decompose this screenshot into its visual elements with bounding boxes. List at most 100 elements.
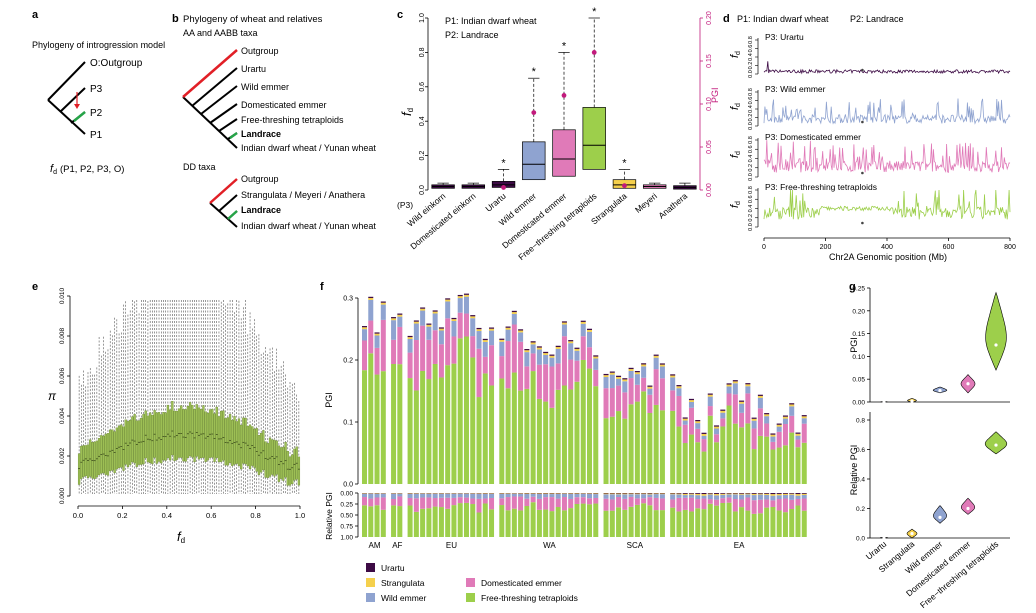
f-bar-ft [634, 401, 640, 484]
d-track-tick-label: 0.0 [748, 223, 754, 231]
f-bar-dom [518, 341, 524, 391]
f-bar-strangulata-rel [574, 493, 580, 495]
f-bar-wild [789, 406, 795, 416]
panel-f-letter: f [320, 281, 324, 293]
f-bar-strangulata [438, 328, 444, 331]
f-bar-dom-rel [420, 497, 426, 509]
f-bar-wild-rel [524, 494, 530, 499]
f-bar-strangulata [391, 318, 397, 321]
f-bar-wild [795, 435, 801, 440]
f-bar-dom [751, 428, 757, 450]
e-box [215, 406, 218, 458]
f-bar-dom [676, 395, 682, 427]
f-bar-dom-rel [499, 498, 505, 506]
f-bar-ft-rel [549, 511, 555, 537]
panel-b-letter: b [172, 13, 179, 25]
f-bar-ft [603, 418, 609, 484]
f-bar-wild-rel [561, 493, 567, 498]
f-bar-wild [801, 418, 807, 424]
e-box [291, 454, 294, 484]
f-bar-ft-rel [682, 509, 688, 537]
f-bar-dom-rel [659, 498, 665, 511]
f-bar-strangulata [587, 329, 593, 332]
f-bar-wild-rel [757, 494, 763, 500]
panel-b-aa-outgroup [182, 49, 238, 98]
f-bar-wild [457, 298, 463, 313]
f-bar-ft [789, 432, 795, 484]
panel-b-aa-title: AA and AABB taxa [183, 28, 258, 38]
f-bar-dom-rel [695, 499, 701, 509]
f-bar-urartu-rel [801, 493, 807, 494]
f-bar-wild [438, 330, 444, 345]
d-track-tick-label: 0.8 [748, 186, 754, 194]
f-group-label: EU [446, 541, 457, 550]
f-bar-urartu [397, 313, 403, 315]
f-bar-dom [764, 423, 770, 437]
f-bar-ft-rel [407, 505, 413, 537]
f-bar-ft [511, 372, 517, 484]
f-bar-dom [603, 388, 609, 419]
f-bar-ft-rel [463, 502, 469, 537]
f-bar-strangulata [413, 321, 419, 324]
d-track-tick-label: 0.2 [748, 114, 754, 122]
f-bar-urartu-rel [782, 493, 788, 494]
e-box [155, 412, 158, 464]
f-bar-wild [445, 301, 451, 319]
d-centromere-dot [861, 68, 864, 72]
f-bar-ft [420, 370, 426, 484]
f-bar-strangulata [380, 302, 386, 305]
d-track-tick-label: 0.8 [748, 136, 754, 144]
d-x-tick-label: 200 [820, 244, 832, 251]
g-violin-pgi [985, 291, 1007, 371]
panel-b-dd-leaf-2: Landrace [241, 205, 281, 215]
f-bar-wild [505, 329, 511, 342]
panel-b-aa-leaf-1: Urartu [241, 64, 266, 74]
f-bar-strangulata-rel [634, 493, 640, 495]
f-bar-urartu [603, 373, 609, 376]
e-box [106, 433, 110, 476]
f-bar-urartu-rel [757, 493, 763, 494]
d-x-tick-label: 600 [943, 244, 955, 251]
d-track-line [763, 140, 1011, 174]
e-box [253, 428, 256, 468]
f-bar-wild-rel [451, 493, 457, 498]
panel-a-green-branch [73, 111, 86, 122]
f-bar-strangulata-rel [641, 493, 647, 495]
f-bar-wild [451, 321, 457, 337]
f-bar-strangulata [653, 355, 659, 358]
f-bar-wild [397, 316, 403, 327]
c-right-tick-label: 0.05 [706, 140, 713, 154]
e-box [171, 400, 174, 456]
f-bar-urartu [628, 367, 634, 370]
f-bar-dom [757, 408, 763, 436]
e-box [277, 445, 281, 482]
e-box [84, 445, 87, 476]
f-bar-strangulata [609, 372, 615, 375]
g-y-tick-label: 0.00 [852, 400, 865, 407]
panel-d-plot: 0.00.20.40.60.8 P3: Urartufd0.00.20.40.60… [729, 32, 1016, 251]
f-bar-wild-rel [555, 493, 561, 499]
f-bar-urartu [653, 354, 659, 356]
c-box [552, 129, 576, 177]
panel-d-letter: d [723, 13, 730, 25]
f-bar-ft [524, 388, 530, 484]
f-bar-urartu [701, 432, 707, 434]
f-bar-urartu-rel [707, 493, 713, 494]
e-box [89, 439, 92, 477]
f-bar-dom-rel [470, 498, 476, 505]
f-bar-wild-rel [580, 493, 586, 498]
f-bar-ft [795, 447, 801, 484]
f-bar-wild-rel [413, 493, 419, 499]
f-bar-wild-rel [720, 494, 726, 499]
f-bar-ft-rel [628, 506, 634, 537]
f-bar-wild [489, 330, 495, 346]
f-bar-strangulata [530, 342, 536, 345]
f-bar-wild-rel [391, 493, 397, 499]
f-bar-strangulata-rel [413, 493, 419, 494]
f-bar-dom-rel [751, 500, 757, 514]
f-bar-ft [593, 386, 599, 484]
f-bar-urartu-rel [714, 493, 720, 494]
f-bar-strangulata [476, 329, 482, 332]
f-bar-ft-rel [413, 511, 419, 537]
d-track-ylabel: fd [729, 51, 742, 58]
